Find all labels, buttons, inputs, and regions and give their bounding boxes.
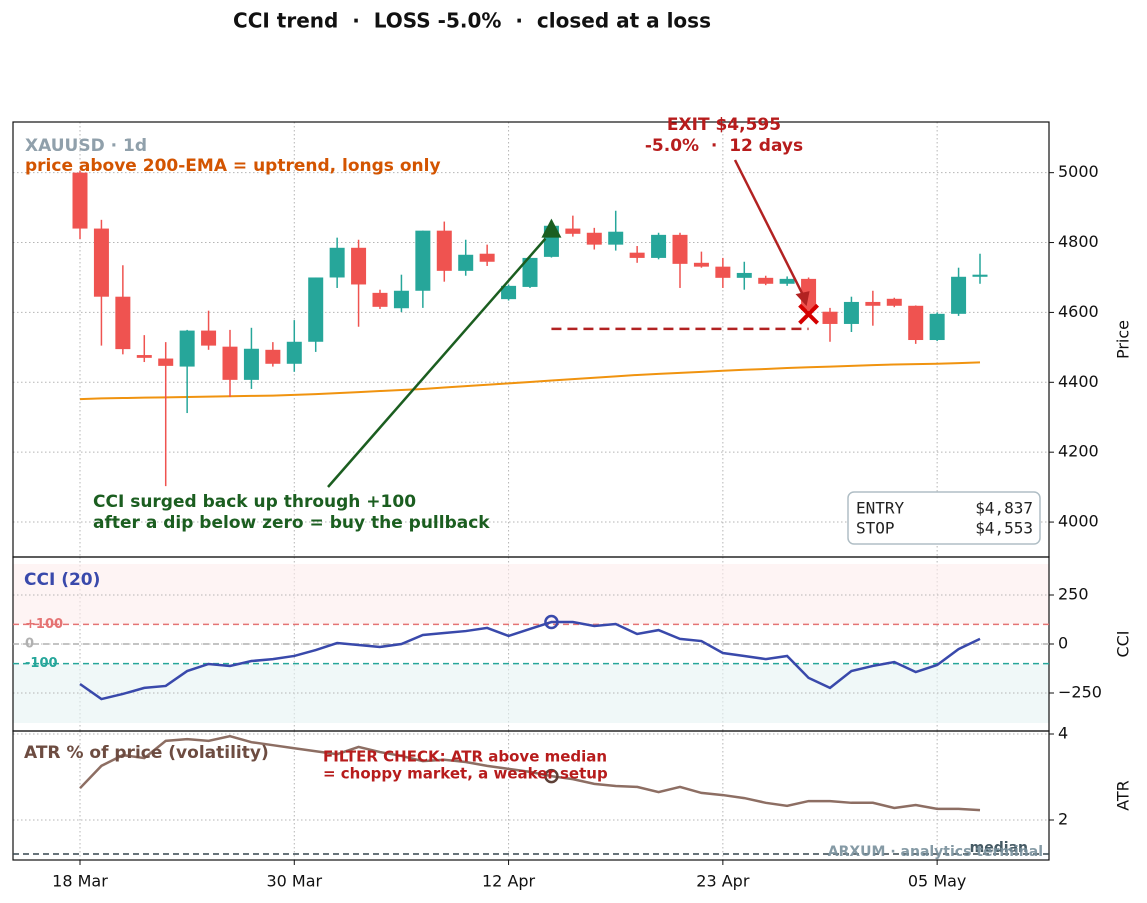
- candle-body: [501, 285, 517, 300]
- chart-title: CCI trend · LOSS -5.0% · closed at a los…: [233, 9, 711, 33]
- stop-price: $4,553: [975, 519, 1033, 538]
- candle-body: [458, 254, 474, 271]
- symbol-label: XAUUSD · 1d: [25, 136, 147, 156]
- candle-body: [565, 228, 581, 234]
- candle-body: [115, 296, 131, 350]
- trade-box: [847, 491, 1041, 545]
- level-label: -100: [25, 656, 58, 671]
- candle-body: [436, 230, 452, 271]
- candle-body: [715, 266, 731, 278]
- candle-body: [522, 257, 538, 287]
- candle-body: [158, 358, 174, 366]
- signal-marker: [544, 768, 559, 784]
- signal-marker: [544, 614, 559, 630]
- signal-annotation: CCI surged back up through +100: [93, 492, 416, 512]
- candle-body: [329, 247, 345, 278]
- candle-body: [179, 330, 195, 367]
- candle-body: [351, 247, 367, 285]
- x-tick-label: 18 Mar: [52, 872, 108, 891]
- candle-body: [265, 349, 281, 364]
- candle-body: [372, 292, 388, 307]
- x-tick-label: 23 Apr: [696, 872, 750, 891]
- level-label: 0: [25, 637, 34, 652]
- exit-arrow: [733, 159, 807, 301]
- candle-body: [929, 313, 945, 341]
- entry-arrow: [327, 237, 547, 488]
- candle-body: [393, 290, 409, 309]
- candle-body: [308, 277, 324, 342]
- candle-body: [586, 232, 602, 245]
- candle-body: [908, 305, 924, 341]
- y-tick-label: 5000: [1058, 162, 1099, 181]
- candle-body: [479, 253, 495, 262]
- y-tick-label: 4200: [1058, 442, 1099, 461]
- indicator-line: [79, 620, 981, 701]
- candle-body: [779, 278, 795, 284]
- median-label: median: [970, 840, 1028, 856]
- candle-body: [201, 330, 217, 346]
- candle-body: [972, 274, 988, 277]
- candle-body: [843, 301, 859, 324]
- candle-body: [415, 230, 431, 291]
- candle-body: [286, 341, 302, 364]
- candle-body: [693, 262, 709, 267]
- y-axis-label: CCI: [1114, 630, 1133, 657]
- y-tick-label: 2: [1058, 810, 1068, 829]
- level-label: +100: [25, 617, 63, 632]
- entry-marker: [541, 218, 562, 238]
- y-tick-label: −250: [1058, 682, 1102, 701]
- y-tick-label: 4400: [1058, 372, 1099, 391]
- panel-title: ATR % of price (volatility): [24, 743, 269, 763]
- overbought-zone: [13, 564, 1049, 625]
- candle-body: [672, 234, 688, 264]
- x-tick-label: 30 Mar: [266, 872, 322, 891]
- y-tick-label: 4600: [1058, 302, 1099, 321]
- exit-label: -5.0% · 12 days: [645, 136, 803, 156]
- candle-body: [736, 272, 752, 278]
- exit-arrow-head: [795, 291, 810, 307]
- y-tick-label: 0: [1058, 634, 1068, 653]
- exit-marker: [798, 303, 819, 325]
- entry-price: $4,837: [975, 499, 1033, 518]
- watermark: ARXUM · analytics terminal: [828, 844, 1043, 860]
- candle-body: [758, 277, 774, 284]
- y-tick-label: 4800: [1058, 232, 1099, 251]
- candle-body: [72, 172, 88, 229]
- y-axis-label: ATR: [1114, 780, 1133, 811]
- indicator-line: [79, 734, 981, 812]
- panel-title: CCI (20): [24, 570, 100, 590]
- exit-label: EXIT $4,595: [667, 115, 781, 135]
- y-tick-label: 250: [1058, 585, 1089, 604]
- entry-label: ENTRY: [856, 499, 905, 518]
- y-tick-label: 4000: [1058, 512, 1099, 531]
- trend-note: price above 200-EMA = uptrend, longs onl…: [25, 156, 441, 176]
- stop-label: STOP: [856, 519, 895, 538]
- y-tick-label: 4: [1058, 724, 1068, 743]
- candle-body: [651, 234, 667, 258]
- candle-body: [608, 231, 624, 245]
- x-tick-label: 05 May: [908, 872, 967, 891]
- y-axis-label: Price: [1114, 320, 1133, 359]
- filter-annotation: = choppy market, a weaker setup: [323, 765, 608, 783]
- candle-body: [886, 298, 902, 306]
- candle-body: [136, 355, 152, 358]
- filter-annotation: FILTER CHECK: ATR above median: [323, 748, 607, 766]
- x-tick-label: 12 Apr: [482, 872, 536, 891]
- panel-frame: [12, 730, 1050, 861]
- candle-body: [243, 348, 259, 380]
- candle-body: [629, 252, 645, 258]
- signal-annotation: after a dip below zero = buy the pullbac…: [93, 513, 490, 533]
- candle-body: [951, 276, 967, 314]
- candle-body: [865, 301, 881, 306]
- candle-body: [222, 346, 238, 380]
- candle-body: [822, 311, 838, 324]
- candle-body: [93, 228, 109, 297]
